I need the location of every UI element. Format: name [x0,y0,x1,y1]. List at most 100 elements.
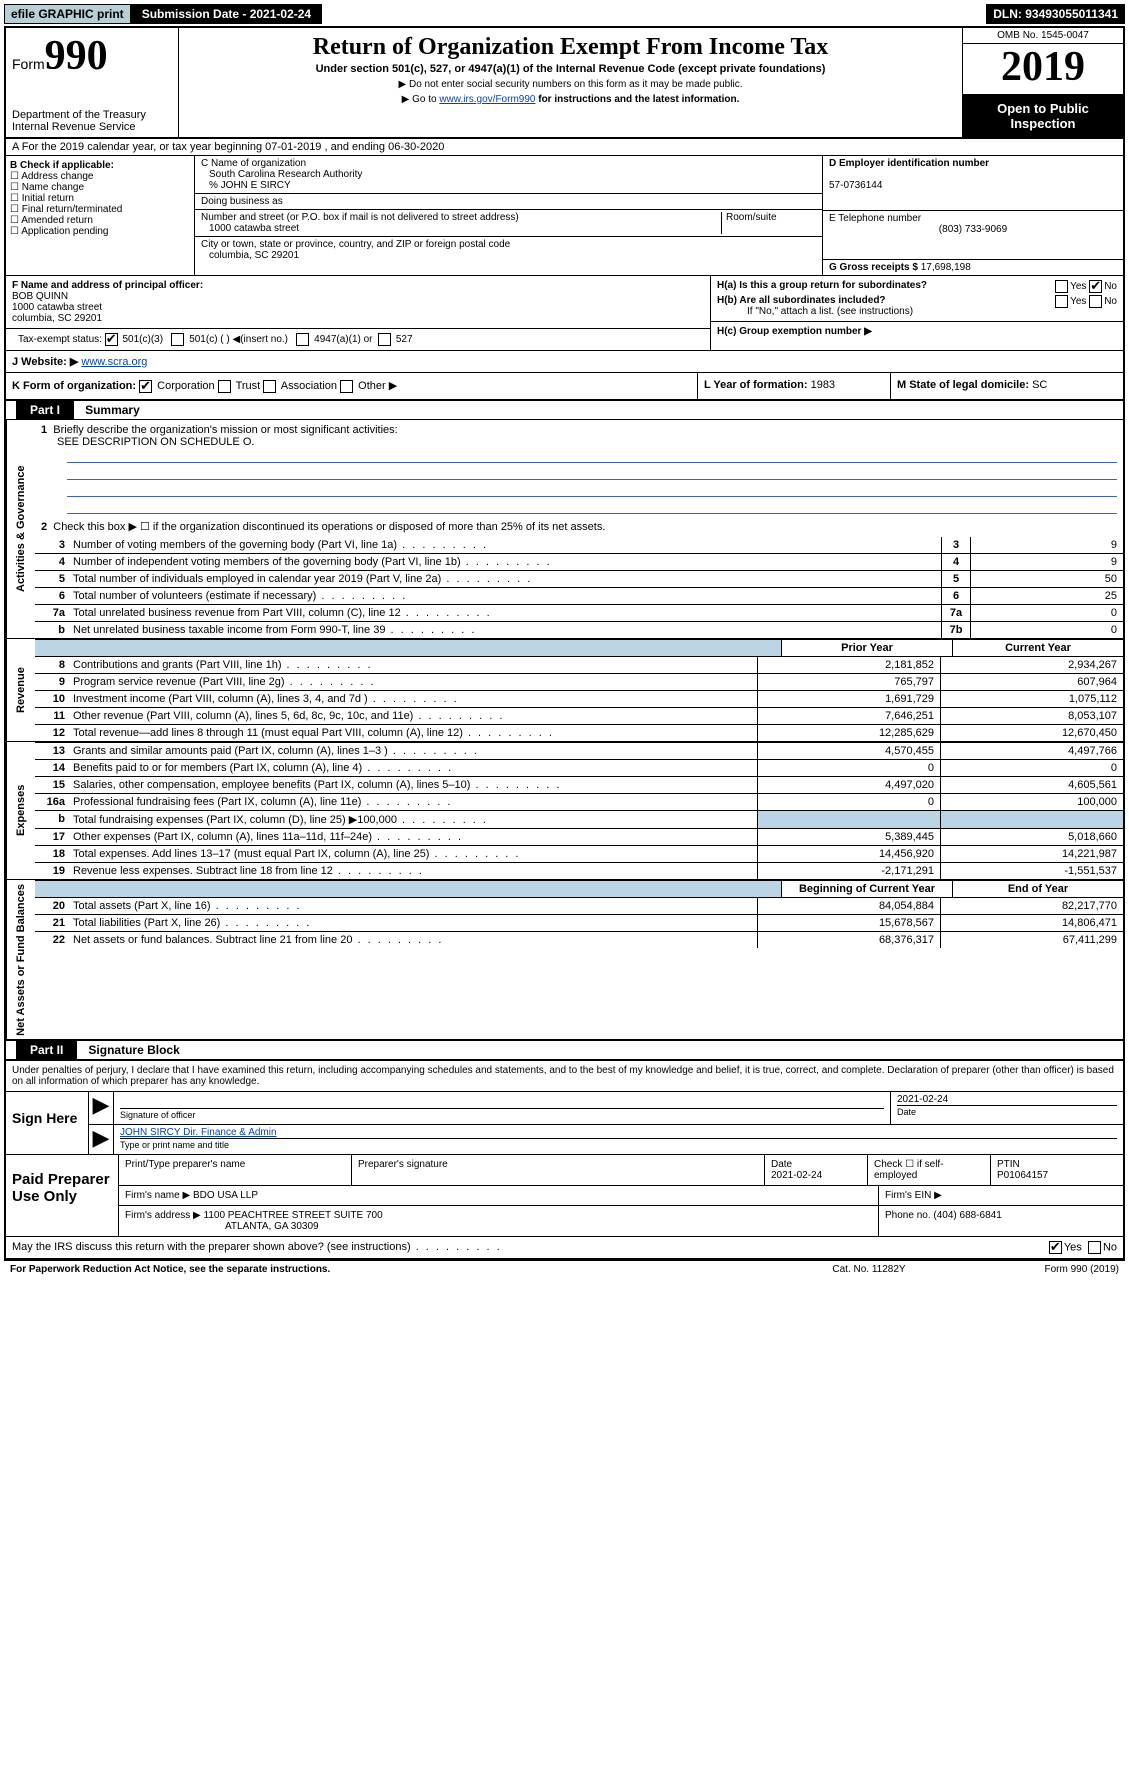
chk-corp[interactable] [139,380,152,393]
discuss-question: May the IRS discuss this return with the… [12,1241,967,1254]
box-b-label: B Check if applicable: [10,160,114,171]
prior-value: 84,054,884 [757,898,940,914]
side-revenue: Revenue [6,639,35,741]
chk-527[interactable] [378,333,391,346]
line-num: 15 [35,777,69,793]
line-label: Contributions and grants (Part VIII, lin… [69,657,757,673]
chk-trust[interactable] [218,380,231,393]
line-num: 11 [35,708,69,724]
self-employed-check[interactable]: Check ☐ if self-employed [868,1155,991,1185]
care-of: % JOHN E SIRCY [201,180,816,191]
line-label: Program service revenue (Part VIII, line… [69,674,757,690]
efile-print-label[interactable]: efile GRAPHIC print [4,4,131,24]
line-num: 19 [35,863,69,879]
prior-value: 1,691,729 [757,691,940,707]
line-value: 0 [970,605,1123,621]
current-value: 0 [940,760,1123,776]
city-label: City or town, state or province, country… [201,239,816,250]
line-label: Total number of volunteers (estimate if … [69,588,941,604]
line-label: Benefits paid to or for members (Part IX… [69,760,757,776]
current-value: 82,217,770 [940,898,1123,914]
opt-amended[interactable]: Amended return [21,215,93,226]
dln-label: DLN: 93493055011341 [986,4,1125,24]
line-num: 5 [35,571,69,587]
part2-title: Signature Block [80,1043,179,1057]
ptin-value: P01064157 [997,1170,1048,1181]
line-num: 8 [35,657,69,673]
prior-value: 5,389,445 [757,829,940,845]
bullet-ssn: ▶ Do not enter social security numbers o… [189,79,952,90]
sign-here-label: Sign Here [6,1092,89,1154]
rule-line [67,482,1117,497]
prep-sig-label: Preparer's signature [352,1155,765,1185]
line-label: Investment income (Part VIII, column (A)… [69,691,757,707]
current-value: 14,806,471 [940,915,1123,931]
firm-addr-label: Firm's address ▶ [125,1210,201,1221]
opt-address-change[interactable]: Address change [21,171,93,182]
line-box: 6 [941,588,970,604]
box-d-label: D Employer identification number [829,158,989,169]
firm-ein-label: Firm's EIN ▶ [879,1186,1123,1205]
bullet-goto: ▶ Go to www.irs.gov/Form990 for instruct… [189,94,952,105]
date-label: Date [897,1105,1117,1119]
line-value: 50 [970,571,1123,587]
rule-line [67,465,1117,480]
box-f-label: F Name and address of principal officer: [12,280,203,291]
irs-link[interactable]: www.irs.gov/Form990 [439,94,535,105]
line-label: Other revenue (Part VIII, column (A), li… [69,708,757,724]
form-label: Form [12,56,45,72]
col-prior: Prior Year [781,640,952,656]
officer-addr1: 1000 catawba street [12,302,102,313]
line-value: 25 [970,588,1123,604]
cat-no: Cat. No. 11282Y [769,1264,969,1275]
line-num: 4 [35,554,69,570]
q1-answer: SEE DESCRIPTION ON SCHEDULE O. [41,436,254,448]
line-box: 3 [941,537,970,553]
opt-final-return[interactable]: Final return/terminated [22,204,123,215]
prior-value: 15,678,567 [757,915,940,931]
chk-501c3[interactable] [105,333,118,346]
omb-number: OMB No. 1545-0047 [963,28,1123,44]
discuss-no[interactable] [1088,1241,1101,1254]
dept-treasury: Department of the Treasury [12,109,172,121]
line-num: 14 [35,760,69,776]
hb-no[interactable] [1089,295,1102,308]
current-value: 100,000 [940,794,1123,810]
opt-initial-return[interactable]: Initial return [22,193,74,204]
website-link[interactable]: www.scra.org [81,356,147,368]
chk-other[interactable] [340,380,353,393]
paid-preparer-label: Paid Preparer Use Only [6,1155,119,1236]
perjury-statement: Under penalties of perjury, I declare th… [6,1061,1123,1091]
chk-assoc[interactable] [263,380,276,393]
line-box: 7a [941,605,970,621]
irs-label: Internal Revenue Service [12,121,172,133]
current-value [940,811,1123,828]
header-right: OMB No. 1545-0047 2019 Open to Public In… [963,28,1123,137]
ha-yes[interactable] [1055,280,1068,293]
opt-app-pending[interactable]: Application pending [21,226,108,237]
current-value: 14,221,987 [940,846,1123,862]
discuss-yes[interactable] [1049,1241,1062,1254]
prior-value: 0 [757,794,940,810]
hb-label: H(b) Are all subordinates included? [717,295,886,306]
line-num: 22 [35,932,69,948]
line-value: 9 [970,554,1123,570]
submission-date-label: Submission Date - 2021-02-24 [131,4,322,24]
line-value: 0 [970,622,1123,638]
hb-yes[interactable] [1055,295,1068,308]
box-b: B Check if applicable: ☐ Address change … [6,156,195,275]
officer-printed-name[interactable]: JOHN SIRCY Dir. Finance & Admin [120,1127,277,1138]
chk-501c[interactable] [171,333,184,346]
prior-value: 4,497,020 [757,777,940,793]
line-value: 9 [970,537,1123,553]
chk-4947[interactable] [296,333,309,346]
ha-no[interactable] [1089,280,1102,293]
arrow-icon: ▶ [89,1092,114,1124]
box-h: H(a) Is this a group return for subordin… [711,276,1123,350]
box-i-label: Tax-exempt status: [18,334,102,345]
form-title: Return of Organization Exempt From Incom… [189,34,952,61]
opt-name-change[interactable]: Name change [22,182,84,193]
col-begin: Beginning of Current Year [781,881,952,897]
prep-name-label: Print/Type preparer's name [119,1155,352,1185]
current-value: 1,075,112 [940,691,1123,707]
